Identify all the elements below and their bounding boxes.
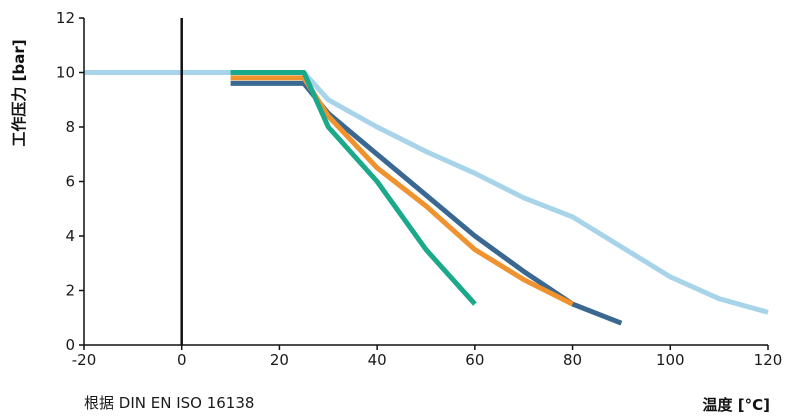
- x-axis-title: 温度 [°C]: [703, 396, 770, 414]
- x-tick-label: 0: [177, 351, 187, 369]
- y-axis-ticks: 0 2 4 6 8 10 12: [56, 9, 84, 354]
- series-line-4: [230, 70, 477, 306]
- x-tick-label: 20: [270, 351, 289, 369]
- y-axis-title: 工作压力 [bar]: [10, 39, 28, 146]
- y-tick-label: 8: [65, 118, 75, 136]
- y-tick-label: 2: [65, 282, 75, 300]
- x-tick-label: 120: [754, 351, 783, 369]
- x-tick-label: 80: [563, 351, 582, 369]
- y-tick-label: 10: [56, 64, 75, 82]
- y-tick-label: 12: [56, 9, 75, 27]
- series-line-1: [84, 70, 769, 315]
- y-tick-label: 0: [65, 336, 75, 354]
- y-tick-label: 6: [65, 173, 75, 191]
- x-tick-label: 100: [656, 351, 685, 369]
- x-axis-ticks: -20 0 20 40 60 80 100 120: [72, 345, 783, 369]
- y-tick-label: 4: [65, 227, 75, 245]
- x-tick-label: 40: [368, 351, 387, 369]
- x-tick-label: -20: [72, 351, 97, 369]
- x-tick-label: 60: [465, 351, 484, 369]
- standard-note: 根据 DIN EN ISO 16138: [84, 394, 254, 412]
- series-layer: [84, 70, 769, 326]
